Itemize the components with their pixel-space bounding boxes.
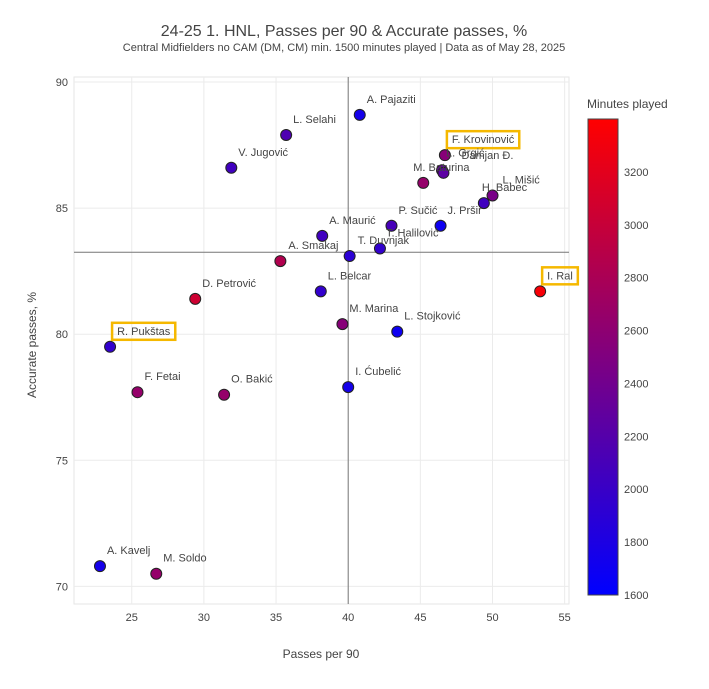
point-label: L. Grgić [446, 147, 485, 159]
y-tick-label: 70 [56, 581, 68, 593]
y-tick-label: 80 [56, 329, 68, 341]
point-label: M. Soldo [163, 553, 206, 565]
data-points [93, 108, 547, 580]
colorbar-tick-label: 1600 [624, 590, 648, 602]
x-axis-label: Passes per 90 [283, 647, 360, 661]
scatter-point [417, 176, 430, 189]
point-label: R. Pukštas [117, 326, 171, 338]
colorbar-tick-label: 3000 [624, 220, 648, 232]
scatter-point [343, 250, 356, 263]
scatter-point [391, 325, 404, 338]
scatter-point [280, 128, 293, 141]
colorbar-tick-label: 3200 [624, 167, 648, 179]
point-label: T. Halilović [386, 227, 439, 239]
colorbar-title: Minutes played [587, 97, 668, 111]
point-label: A. Kavelj [107, 545, 150, 557]
point-label: L. Stojković [404, 311, 461, 323]
chart-title: 24-25 1. HNL, Passes per 90 & Accurate p… [161, 23, 527, 40]
scatter-point [438, 149, 451, 162]
colorbar-tick-label: 2200 [624, 431, 648, 443]
scatter-point [131, 386, 144, 399]
highlight-box [110, 321, 177, 342]
colorbar-ticks: 1600 1800 2000 2200 2400 2600 2800 3000 3200 [624, 167, 648, 602]
scatter-point [385, 219, 398, 232]
scatter-point [477, 197, 490, 210]
x-tick-label: 25 [126, 612, 138, 624]
scatter-point [150, 567, 163, 580]
colorbar-tick-label: 2600 [624, 326, 648, 338]
highlight-box [445, 129, 521, 150]
scatter-point [353, 108, 366, 121]
scatter-point [434, 219, 447, 232]
scatter-point [342, 381, 355, 394]
scatter-point [104, 340, 117, 353]
point-label: L. Selahi [293, 114, 336, 126]
scatter-point [534, 285, 547, 298]
point-label: A. Smakaj [288, 240, 338, 252]
x-tick-label: 50 [486, 612, 498, 624]
grid [74, 77, 569, 604]
chart-subtitle: Central Midfielders no CAM (DM, CM) min.… [123, 42, 565, 54]
reference-lines [74, 77, 569, 604]
scatter-point [373, 242, 386, 255]
scatter-point [93, 560, 106, 573]
highlight-box [540, 266, 580, 286]
point-label: H. Babec [482, 182, 528, 194]
x-tick-label: 55 [559, 612, 571, 624]
y-tick-label: 85 [56, 203, 68, 215]
point-label: I. Ral [547, 270, 573, 282]
x-tick-label: 35 [270, 612, 282, 624]
colorbar-tick-label: 2400 [624, 378, 648, 390]
point-label: T. Duvnjak [358, 235, 410, 247]
point-label: F. Fetai [144, 371, 180, 383]
point-label: J. Pršir [448, 205, 483, 217]
scatter-point [218, 388, 231, 401]
point-label: V. Jugović [238, 147, 288, 159]
scatter-point [336, 318, 349, 331]
x-axis-ticks: 25 30 35 40 45 50 55 [126, 612, 571, 624]
scatter-point [274, 255, 287, 268]
point-labels: A. Pajaziti L. Selahi V. Jugović F. Krovino… [107, 94, 580, 565]
point-label: P. Sučić [398, 205, 437, 217]
scatter-point [486, 189, 499, 202]
point-label: D. Petrović [202, 278, 256, 290]
scatter-point [314, 285, 327, 298]
x-tick-label: 45 [414, 612, 426, 624]
y-tick-label: 90 [56, 77, 68, 89]
scatter-point [189, 292, 202, 305]
scatter-point [225, 161, 238, 174]
point-label: A. Pajaziti [367, 94, 416, 106]
y-axis-label: Accurate passes, % [25, 292, 39, 398]
point-label: M. Baturina [413, 162, 470, 174]
x-tick-label: 40 [342, 612, 354, 624]
point-label: Damjan Đ. [461, 150, 513, 162]
y-axis-ticks: 70 75 80 85 90 [56, 77, 68, 593]
colorbar-tick-label: 1800 [624, 537, 648, 549]
point-label: M. Marina [349, 303, 399, 315]
point-label: I. Ćubelić [355, 365, 401, 378]
point-label: A. Maurić [329, 215, 376, 227]
colorbar-tick-label: 2000 [624, 484, 648, 496]
scatter-point [437, 166, 450, 179]
point-label: L. Mišić [503, 175, 541, 187]
scatter-point [316, 229, 329, 242]
y-tick-label: 75 [56, 455, 68, 467]
point-label: O. Bakić [231, 374, 273, 386]
point-label: L. Belcar [328, 270, 372, 282]
colorbar [587, 118, 619, 596]
x-tick-label: 30 [198, 612, 210, 624]
colorbar-tick-label: 2800 [624, 273, 648, 285]
point-label: F. Krovinović [452, 134, 515, 146]
